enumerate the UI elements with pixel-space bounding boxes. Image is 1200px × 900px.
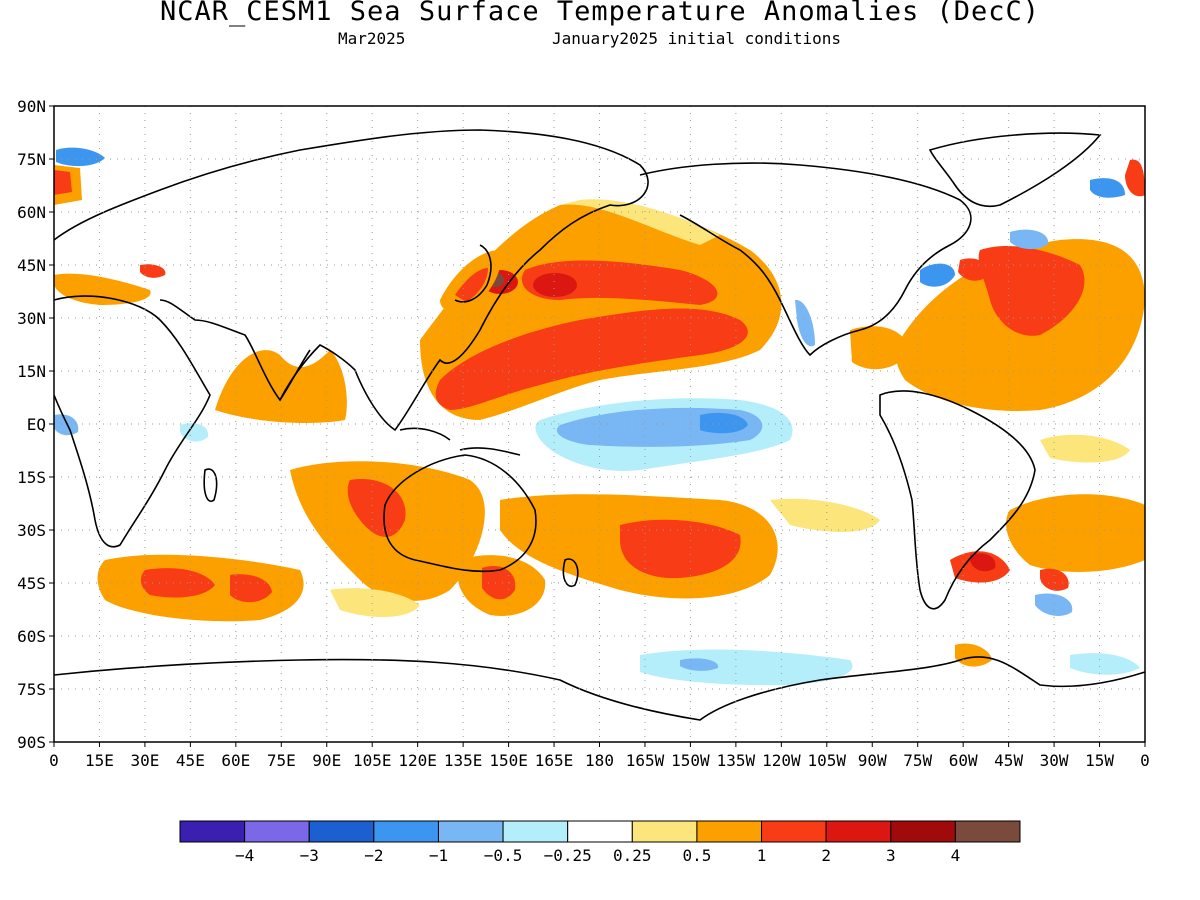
lon-tick-label: 120E bbox=[398, 751, 437, 770]
sst-anomaly-map: 90N 75N 60N 45N 30N 15N EQ 15S 30S 45S 60S 75S 90S 0… bbox=[17, 97, 1150, 770]
lon-tick-label: 60E bbox=[221, 751, 250, 770]
longitude-axis: 0 15E 30E 45E 60E 75E 90E 105E 120E 135E 150E 165E 1… bbox=[49, 742, 1150, 770]
legend-swatch bbox=[890, 820, 956, 843]
lon-tick-label: 0 bbox=[1140, 751, 1150, 770]
lat-tick-label: 15S bbox=[17, 468, 46, 487]
legend-label: −1 bbox=[429, 846, 448, 865]
legend-swatch bbox=[954, 820, 1021, 843]
lon-tick-label: 0 bbox=[49, 751, 59, 770]
legend-label: 0.25 bbox=[613, 846, 652, 865]
legend-label: 3 bbox=[886, 846, 896, 865]
lat-tick-label: 75N bbox=[17, 150, 46, 169]
legend-swatch bbox=[244, 820, 310, 843]
lon-tick-label: 180 bbox=[585, 751, 614, 770]
anomaly-shading bbox=[54, 147, 1145, 686]
coastlines bbox=[54, 129, 1145, 721]
legend-label: −2 bbox=[364, 846, 383, 865]
legend-swatch bbox=[502, 820, 569, 843]
legend-label: 0.5 bbox=[682, 846, 711, 865]
legend-swatch bbox=[179, 820, 246, 843]
valid-month-label: Mar2025 bbox=[338, 29, 406, 48]
legend-swatch bbox=[567, 820, 633, 843]
lat-tick-label: 60S bbox=[17, 627, 46, 646]
lat-tick-label: 60N bbox=[17, 203, 46, 222]
legend-swatches bbox=[179, 820, 1021, 843]
legend-swatch bbox=[631, 820, 698, 843]
lat-tick-label: 90S bbox=[17, 733, 46, 752]
legend-swatch bbox=[308, 820, 375, 843]
lon-tick-label: 45E bbox=[176, 751, 205, 770]
lon-tick-label: 15E bbox=[85, 751, 114, 770]
lat-tick-label: 30S bbox=[17, 521, 46, 540]
legend-label: 2 bbox=[821, 846, 831, 865]
legend-label: 1 bbox=[757, 846, 767, 865]
lon-tick-label: 165W bbox=[626, 751, 665, 770]
lon-tick-label: 45W bbox=[994, 751, 1023, 770]
graticule bbox=[54, 106, 1145, 742]
lon-tick-label: 120W bbox=[762, 751, 801, 770]
lat-tick-label: 45N bbox=[17, 256, 46, 275]
legend-swatch bbox=[825, 820, 892, 843]
legend-label: −4 bbox=[235, 846, 254, 865]
init-conditions-label: January2025 initial conditions bbox=[552, 29, 841, 48]
lon-tick-label: 105W bbox=[808, 751, 847, 770]
lon-tick-label: 15W bbox=[1085, 751, 1114, 770]
lon-tick-label: 150W bbox=[671, 751, 710, 770]
lon-tick-label: 150E bbox=[489, 751, 528, 770]
legend-swatch bbox=[437, 820, 504, 843]
lon-tick-label: 60W bbox=[949, 751, 978, 770]
lat-tick-label: EQ bbox=[27, 415, 46, 434]
legend-swatch bbox=[696, 820, 763, 843]
lon-tick-label: 135W bbox=[717, 751, 756, 770]
lon-tick-label: 135E bbox=[444, 751, 483, 770]
lat-tick-label: 30N bbox=[17, 309, 46, 328]
legend-swatch bbox=[761, 820, 827, 843]
lat-tick-label: 45S bbox=[17, 574, 46, 593]
lon-tick-label: 30W bbox=[1040, 751, 1069, 770]
legend-label: −0.5 bbox=[484, 846, 523, 865]
lon-tick-label: 30E bbox=[130, 751, 159, 770]
lat-tick-label: 90N bbox=[17, 97, 46, 116]
lon-tick-label: 75E bbox=[267, 751, 296, 770]
legend-label: −3 bbox=[300, 846, 319, 865]
legend-label: −0.25 bbox=[544, 846, 592, 865]
lat-tick-label: 15N bbox=[17, 362, 46, 381]
legend-swatch bbox=[373, 820, 439, 843]
lon-tick-label: 90W bbox=[858, 751, 887, 770]
chart-title: NCAR_CESM1 Sea Surface Temperature Anoma… bbox=[159, 0, 1041, 27]
lon-tick-label: 75W bbox=[903, 751, 932, 770]
lat-tick-label: 75S bbox=[17, 680, 46, 699]
legend-labels: −4 −3 −2 −1 −0.5 −0.25 0.25 0.5 1 2 3 4 bbox=[235, 846, 960, 865]
legend-label: 4 bbox=[951, 846, 961, 865]
lon-tick-label: 105E bbox=[353, 751, 392, 770]
lon-tick-label: 90E bbox=[312, 751, 341, 770]
lon-tick-label: 165E bbox=[535, 751, 574, 770]
latitude-axis: 90N 75N 60N 45N 30N 15N EQ 15S 30S 45S 60S 75S 90S bbox=[17, 97, 54, 752]
